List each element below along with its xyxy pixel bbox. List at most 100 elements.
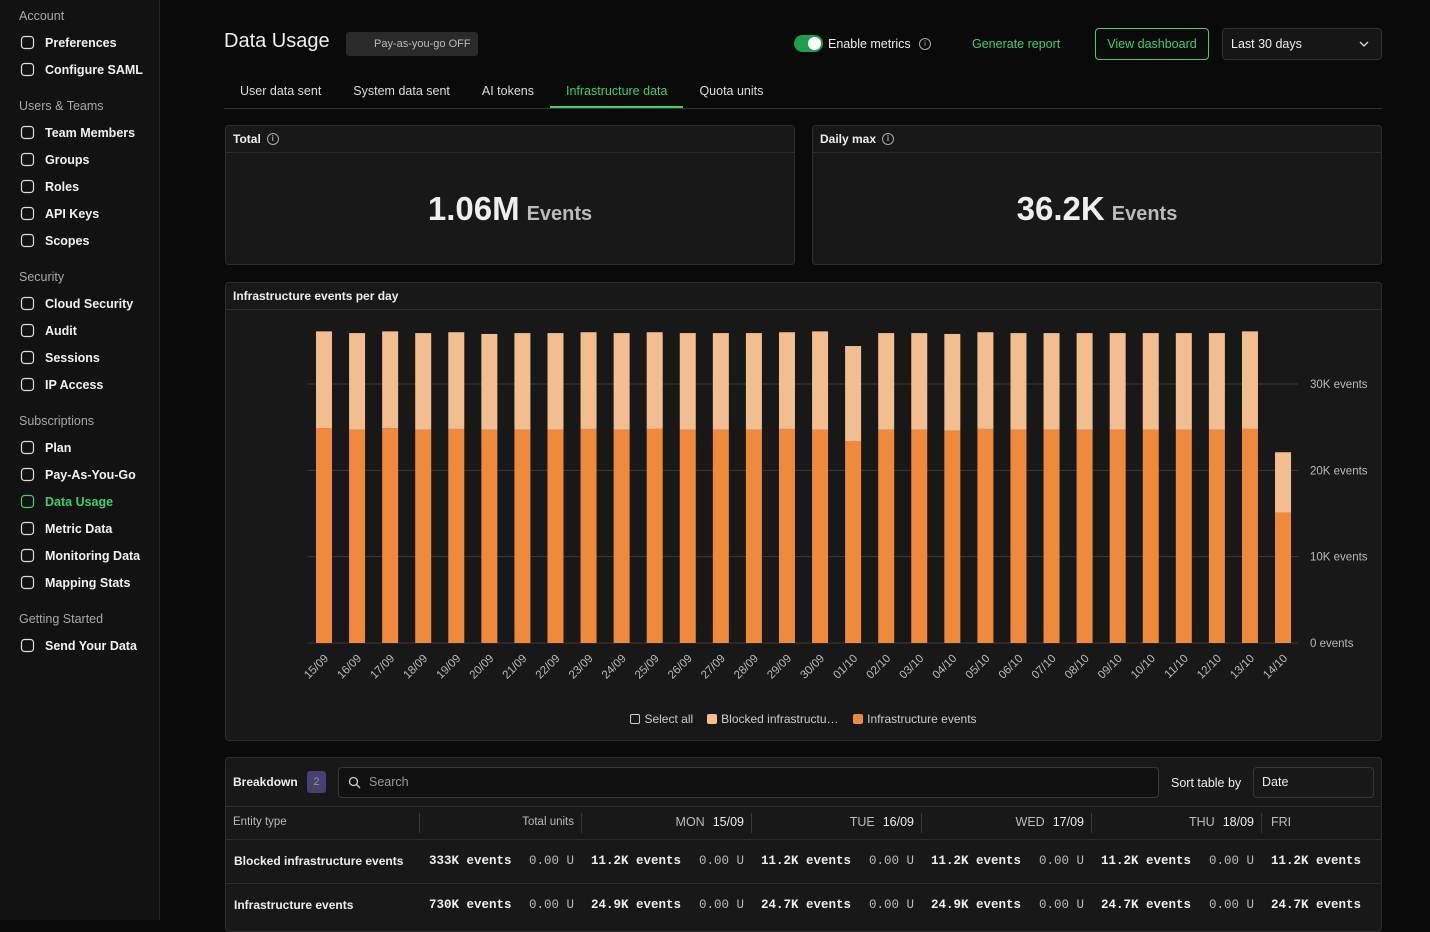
- section-title: Account: [19, 9, 65, 23]
- sort-select[interactable]: Date: [1253, 767, 1374, 798]
- col-header: FRI: [1271, 815, 1381, 829]
- nav-icon: [20, 233, 35, 248]
- bar-segment: [613, 333, 630, 430]
- rule: [226, 839, 1381, 840]
- bar-segment: [382, 428, 399, 643]
- breakdown-panel: Breakdown 2 Search Sort table by Date En…: [225, 757, 1382, 932]
- legend-label: Select all: [644, 712, 694, 726]
- icon-shape: [20, 125, 35, 140]
- chart: 0 events 10K events 20K events 30K events 15…: [302, 331, 1368, 682]
- info-icon: i: [882, 133, 895, 145]
- tab[interactable]: AI tokens: [481, 84, 534, 98]
- nav-item[interactable]: Pay-As-You-Go: [0, 461, 159, 488]
- bar-segment: [382, 331, 399, 429]
- bar-segment: [977, 332, 994, 429]
- tab[interactable]: System data sent: [353, 84, 450, 98]
- bar-segment: [1010, 429, 1027, 643]
- chart-title: Infrastructure events per day: [226, 283, 1381, 310]
- bar-segment: [977, 428, 994, 643]
- generate-report[interactable]: Generate report: [972, 37, 1061, 51]
- x-tick-label: 01/10: [831, 653, 860, 682]
- bar-segment: [1076, 333, 1093, 430]
- row-name: Blocked infrastructure events: [234, 854, 404, 868]
- search-input[interactable]: Search: [338, 767, 1159, 798]
- icon-shape: [20, 521, 35, 536]
- legend-select-all[interactable]: Select all: [630, 712, 693, 726]
- rule: [226, 883, 1381, 884]
- view-dashboard[interactable]: View dashboard: [1095, 28, 1209, 60]
- bar-segment: [349, 429, 366, 643]
- icon-shape: [20, 638, 35, 653]
- bar-segment: [448, 332, 465, 429]
- nav-item[interactable]: Preferences: [0, 29, 159, 56]
- nav-icon: [20, 206, 35, 221]
- nav-item[interactable]: Cloud Security: [0, 290, 159, 317]
- cell: 0.00 U: [1038, 854, 1084, 868]
- range-select[interactable]: Last 30 days: [1222, 28, 1382, 60]
- nav-icon: [20, 575, 35, 590]
- bar-segment: [547, 333, 564, 430]
- nav-item[interactable]: Groups: [0, 146, 159, 173]
- date: 18/09: [1222, 815, 1254, 829]
- bar-segment: [878, 429, 895, 643]
- nav-item[interactable]: Send Your Data: [0, 632, 159, 659]
- x-tick-label: 20/09: [468, 653, 497, 682]
- metrics-toggle[interactable]: [794, 35, 823, 52]
- nav-item[interactable]: Monitoring Data: [0, 542, 159, 569]
- cell: 24.7K events: [1101, 898, 1192, 912]
- bar-segment: [1142, 333, 1159, 430]
- stat-card: Total i 1.06M Events: [225, 125, 795, 265]
- tab[interactable]: User data sent: [240, 84, 322, 98]
- nav-item[interactable]: API Keys: [0, 200, 159, 227]
- legend-item[interactable]: Blocked infrastructure events: [707, 712, 839, 726]
- col-divider: [1261, 813, 1262, 833]
- col-header: MON 15/09: [591, 815, 744, 829]
- nav-item[interactable]: Data Usage: [0, 488, 159, 515]
- cell: 0.00 U: [698, 898, 744, 912]
- col-divider: [921, 813, 922, 833]
- cell: 11.2K events: [1101, 854, 1192, 868]
- date: 15/09: [712, 815, 744, 829]
- bar-segment: [712, 333, 729, 430]
- x-tick-label: 03/10: [898, 653, 927, 682]
- nav-item[interactable]: Metric Data: [0, 515, 159, 542]
- nav-item[interactable]: Sessions: [0, 344, 159, 371]
- stat-label: Total: [233, 132, 261, 146]
- bar-segment: [1175, 333, 1192, 430]
- bar-segment: [1241, 331, 1258, 429]
- nav-item[interactable]: IP Access: [0, 371, 159, 398]
- nav-item[interactable]: Mapping Stats: [0, 569, 159, 596]
- sidebar: Account Preferences Configure SAML Users & …: [0, 0, 160, 920]
- chevron: [1359, 41, 1369, 47]
- info-icon: i: [919, 38, 931, 50]
- icon-shape: [20, 206, 35, 221]
- tab[interactable]: Infrastructure data: [566, 84, 668, 98]
- nav-item[interactable]: Roles: [0, 173, 159, 200]
- stat-value-row: 1.06M Events: [226, 190, 794, 228]
- date: 16/09: [882, 815, 914, 829]
- cell: 0.00 U: [1038, 898, 1084, 912]
- bar-segment: [514, 429, 531, 643]
- icon-shape: [20, 548, 35, 563]
- tab[interactable]: Quota units: [699, 84, 764, 98]
- nav-item[interactable]: Plan: [0, 434, 159, 461]
- legend-item[interactable]: Infrastructure events: [853, 712, 977, 726]
- cell: 24.7K events: [1271, 898, 1362, 912]
- y-tick-label: 30K events: [1310, 379, 1368, 391]
- bar-segment: [646, 428, 663, 643]
- col-header: Total units: [522, 816, 574, 828]
- nav-icon: [20, 350, 35, 365]
- nav-item[interactable]: Scopes: [0, 227, 159, 254]
- x-tick-label: 14/10: [1261, 653, 1290, 682]
- icon-shape: [20, 296, 35, 311]
- bar-segment: [944, 430, 961, 643]
- stat-value-row: 36.2K Events: [813, 190, 1381, 228]
- nav-item[interactable]: Audit: [0, 317, 159, 344]
- stat-value: 1.06M: [427, 190, 520, 227]
- nav-label: Groups: [45, 152, 90, 167]
- x-tick-label: 29/09: [765, 653, 794, 682]
- nav-item[interactable]: Configure SAML: [0, 56, 159, 83]
- nav-item[interactable]: Team Members: [0, 119, 159, 146]
- x-tick-label: 27/09: [699, 653, 728, 682]
